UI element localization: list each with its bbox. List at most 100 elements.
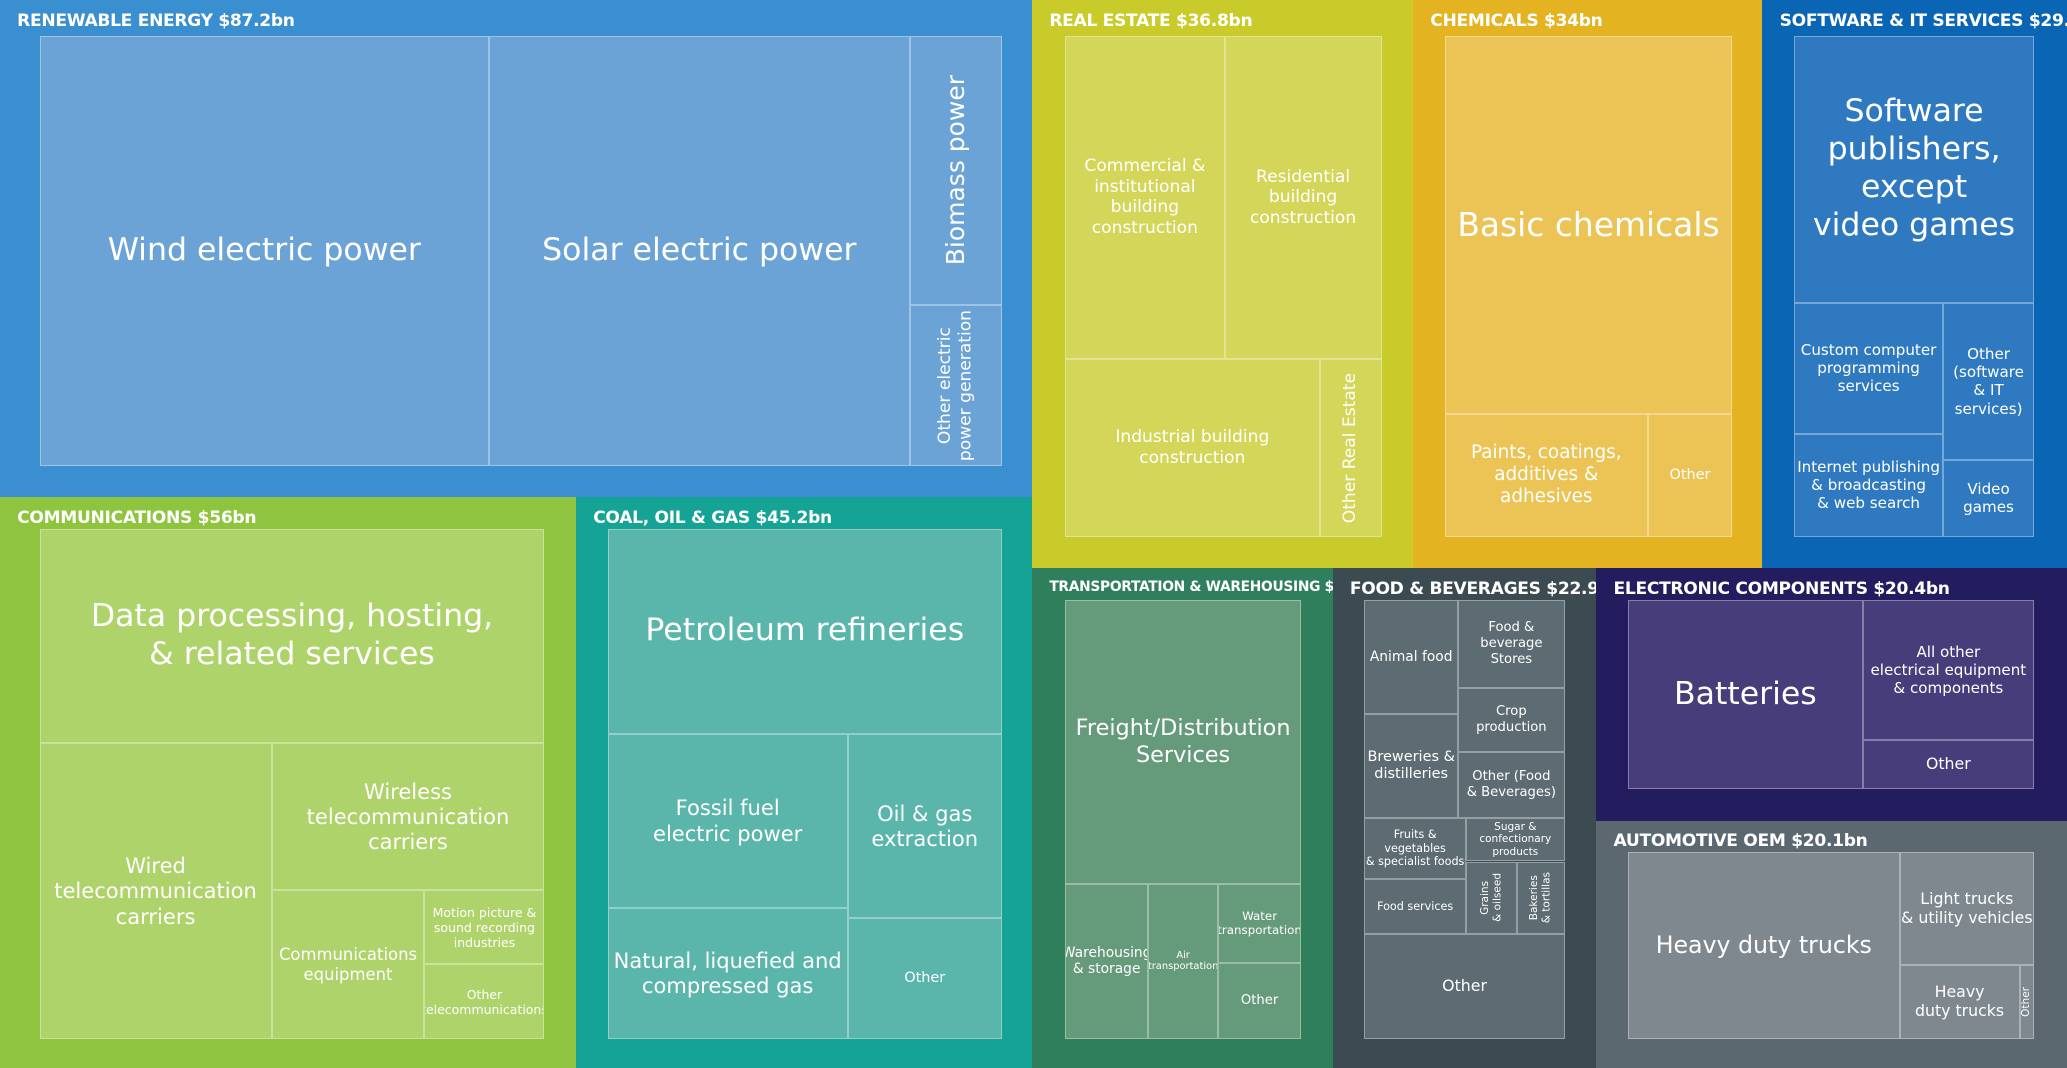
sub-sector: Wireless telecommunication carriers bbox=[271, 743, 545, 891]
sub-sector: Wind electric power bbox=[39, 35, 490, 466]
sub-sector: Fossil fuel electric power bbox=[607, 733, 848, 908]
sub-sector-label: Data processing, hosting, & related serv… bbox=[90, 598, 494, 672]
sub-sector-label: Breweries & distilleries bbox=[1367, 748, 1455, 783]
sub-sector: Food services bbox=[1364, 878, 1466, 934]
sub-sector: Heavy duty trucks bbox=[1628, 852, 1900, 1040]
sub-sector: Breweries & distilleries bbox=[1364, 714, 1458, 819]
sub-sector: Other bbox=[1862, 740, 2035, 790]
sub-sector: Other Real Estate bbox=[1319, 359, 1382, 537]
sub-sector: Other bbox=[1647, 414, 1733, 537]
sub-sector: Other (Food & Beverages) bbox=[1457, 752, 1565, 819]
sub-sector: All other electrical equipment & compone… bbox=[1862, 599, 2035, 741]
sector-title: REAL ESTATE $36.8bn bbox=[1049, 10, 1253, 31]
sub-sector: Paints, coatings, additives & adhesives bbox=[1444, 414, 1648, 537]
sub-sector-label: Food services bbox=[1377, 899, 1454, 913]
sub-sector-label: All other electrical equipment & compone… bbox=[1870, 642, 2027, 698]
sub-sector-label: Fruits & vegetables & specialist foods bbox=[1365, 828, 1465, 869]
sub-sector-label: Other bbox=[2020, 987, 2033, 1018]
sub-sector: Other electric power generation bbox=[909, 305, 1002, 466]
sub-sector-label: Light trucks & utility vehicles bbox=[1901, 888, 2033, 927]
sub-sector-label: Other (software & IT services) bbox=[1953, 345, 2024, 418]
sector-title: ELECTRONIC COMPONENTS $20.4bn bbox=[1613, 578, 1950, 599]
sub-sector-label: Oil & gas extraction bbox=[871, 800, 979, 851]
sub-sector-label: Software publishers, except video games bbox=[1812, 93, 2016, 243]
sub-sector-label: Other electric power generation bbox=[935, 309, 976, 461]
sub-sector-label: Grains & oilseed bbox=[1478, 873, 1504, 923]
sub-sector: Water transportation bbox=[1218, 883, 1302, 963]
sub-sector-label: Industrial building construction bbox=[1115, 427, 1270, 468]
sub-sector: Other telecommunications bbox=[424, 964, 545, 1040]
sub-sector: Oil & gas extraction bbox=[847, 733, 1002, 919]
sub-sector-label: Biomass power bbox=[940, 75, 970, 266]
sub-sector-label: Video games bbox=[1963, 480, 2014, 517]
sub-sector: Commercial & institutional building cons… bbox=[1065, 35, 1225, 360]
sub-sector-label: Heavy duty trucks bbox=[1655, 931, 1872, 960]
sub-sector: Other bbox=[847, 918, 1002, 1040]
sub-sector: Other (software & IT services) bbox=[1943, 302, 2035, 461]
sub-sector: Biomass power bbox=[909, 35, 1002, 306]
sub-sector-label: Heavy duty trucks bbox=[1914, 982, 2005, 1021]
sub-sector: Residential building construction bbox=[1224, 35, 1382, 360]
sub-sector-label: Other bbox=[1669, 466, 1711, 483]
sub-sector: Freight/Distribution Services bbox=[1065, 599, 1302, 884]
sub-sector-label: Basic chemicals bbox=[1457, 205, 1720, 245]
sub-sector: Natural, liquefied and compressed gas bbox=[607, 907, 848, 1040]
sub-sector: Warehousing & storage bbox=[1065, 883, 1149, 1040]
sub-sector: Custom computer programming services bbox=[1794, 302, 1944, 435]
sub-sector-label: Other telecommunications bbox=[424, 986, 545, 1017]
sub-sector: Other bbox=[1364, 933, 1565, 1040]
sub-sector: Air transportation bbox=[1148, 883, 1219, 1040]
sub-sector: Communications equipment bbox=[271, 890, 425, 1040]
sub-sector-label: Other Real Estate bbox=[1340, 372, 1361, 523]
sub-sector-label: Air transportation bbox=[1148, 949, 1219, 973]
sector-title: TRANSPORTATION & WAREHOUSING $25.7bn bbox=[1049, 578, 1386, 595]
sub-sector: Other bbox=[2019, 965, 2035, 1040]
sub-sector-label: Natural, liquefied and compressed gas bbox=[613, 948, 842, 999]
sub-sector-label: Other bbox=[904, 969, 946, 986]
sub-sector: Basic chemicals bbox=[1444, 35, 1733, 415]
sub-sector: Food & beverage Stores bbox=[1457, 599, 1565, 688]
sub-sector: Heavy duty trucks bbox=[1899, 965, 2020, 1040]
sub-sector: Petroleum refineries bbox=[607, 528, 1002, 734]
sub-sector: Solar electric power bbox=[489, 35, 910, 466]
sub-sector-label: Solar electric power bbox=[542, 231, 857, 268]
sub-sector: Software publishers, except video games bbox=[1794, 35, 2035, 303]
sub-sector: Data processing, hosting, & related serv… bbox=[39, 528, 545, 744]
sub-sector-label: Internet publishing & broadcasting & web… bbox=[1797, 458, 1940, 513]
sub-sector: Sugar & confectionary products bbox=[1465, 818, 1565, 862]
sub-sector-label: Other bbox=[1442, 975, 1487, 995]
sub-sector-label: Other bbox=[1240, 993, 1279, 1009]
sub-sector-label: Residential building construction bbox=[1249, 166, 1357, 228]
sub-sector: Other bbox=[1218, 962, 1302, 1040]
sub-sector: Wired telecommunication carriers bbox=[39, 743, 272, 1040]
sub-sector-label: Other (Food & Beverages) bbox=[1466, 769, 1556, 801]
sub-sector: Industrial building construction bbox=[1065, 359, 1320, 537]
sector-title: CHEMICALS $34bn bbox=[1430, 10, 1603, 31]
sub-sector-label: Paints, coatings, additives & adhesives bbox=[1470, 442, 1622, 508]
sub-sector-label: Freight/Distribution Services bbox=[1075, 714, 1291, 768]
sub-sector-label: Food & beverage Stores bbox=[1480, 620, 1543, 667]
sub-sector-label: Wind electric power bbox=[107, 231, 421, 268]
sub-sector: Bakeries & tortillas bbox=[1517, 861, 1565, 934]
sub-sector-label: Other bbox=[1925, 754, 1971, 774]
sector-title: COAL, OIL & GAS $45.2bn bbox=[593, 507, 832, 528]
sub-sector: Internet publishing & broadcasting & web… bbox=[1794, 434, 1944, 537]
sub-sector-label: Petroleum refineries bbox=[645, 612, 965, 649]
sub-sector: Animal food bbox=[1364, 599, 1458, 715]
sector-title: COMMUNICATIONS $56bn bbox=[17, 507, 257, 528]
sub-sector-label: Fossil fuel electric power bbox=[653, 795, 803, 846]
sub-sector: Grains & oilseed bbox=[1465, 861, 1518, 934]
sub-sector: Motion picture & sound recording industr… bbox=[424, 890, 545, 965]
sub-sector-label: Motion picture & sound recording industr… bbox=[432, 904, 537, 950]
sub-sector-label: Wireless telecommunication carriers bbox=[306, 778, 510, 855]
sub-sector-label: Bakeries & tortillas bbox=[1528, 872, 1553, 924]
sub-sector-label: Animal food bbox=[1369, 648, 1453, 665]
sector-title: RENEWABLE ENERGY $87.2bn bbox=[17, 10, 295, 31]
sector-title: SOFTWARE & IT SERVICES $29.3bn bbox=[1779, 10, 2067, 31]
sub-sector: Batteries bbox=[1628, 599, 1863, 790]
sub-sector-label: Warehousing & storage bbox=[1065, 944, 1149, 978]
sub-sector: Video games bbox=[1943, 460, 2035, 537]
sub-sector-label: Communications equipment bbox=[278, 945, 418, 984]
sub-sector-label: Water transportation bbox=[1218, 909, 1302, 938]
